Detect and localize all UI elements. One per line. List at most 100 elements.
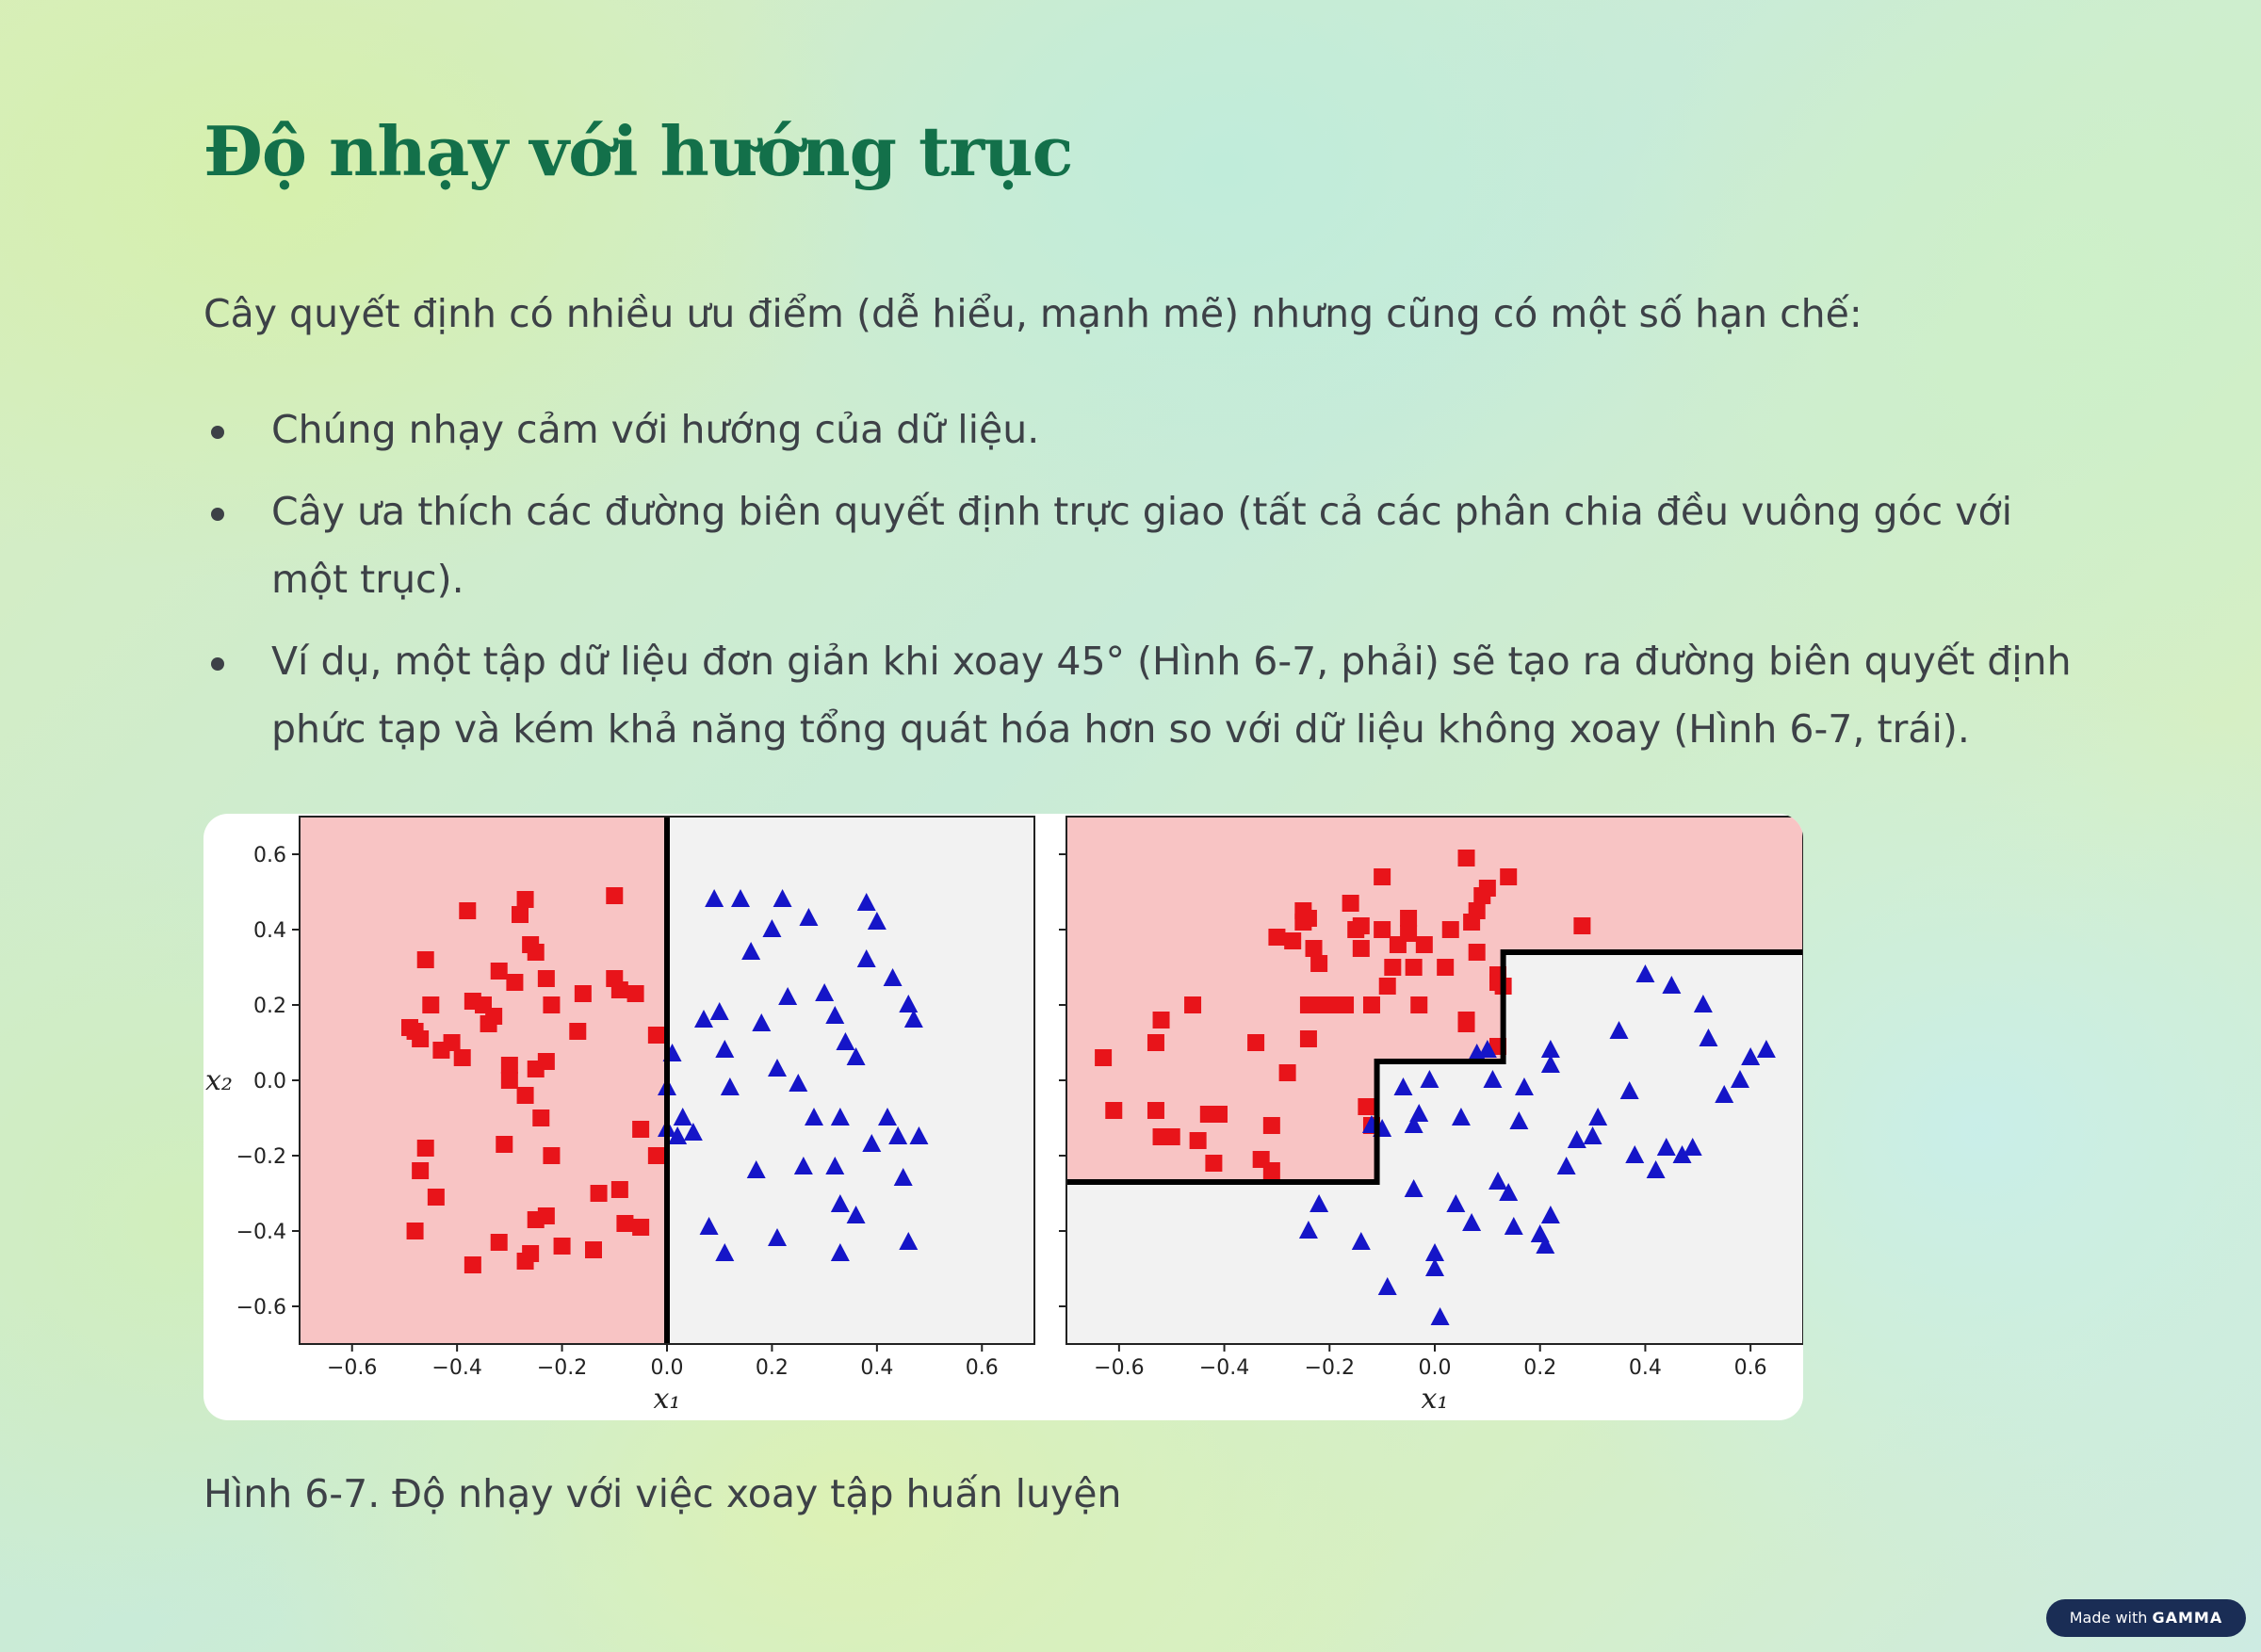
data-point-triangle — [1404, 1179, 1423, 1197]
data-point-triangle — [1377, 1277, 1397, 1295]
badge-prefix: Made with — [2069, 1609, 2148, 1627]
data-point-triangle — [1309, 1194, 1329, 1212]
data-point-triangle — [836, 1032, 855, 1050]
data-point-square — [1457, 850, 1475, 866]
data-point-triangle — [1504, 1217, 1523, 1235]
data-point-triangle — [1404, 1115, 1423, 1133]
data-point-triangle — [720, 1077, 740, 1095]
data-point-triangle — [856, 893, 876, 911]
data-point-square — [1500, 868, 1518, 885]
data-point-square — [590, 1185, 608, 1202]
data-point-square — [610, 1181, 628, 1198]
data-point-square — [1384, 959, 1402, 976]
data-point-triangle — [1646, 1160, 1666, 1178]
data-point-triangle — [1425, 1243, 1444, 1261]
made-with-gamma-badge[interactable]: Made with GAMMA — [2046, 1599, 2246, 1637]
data-point-square — [485, 1008, 503, 1025]
data-point-square — [464, 1256, 481, 1273]
data-point-triangle — [1420, 1070, 1440, 1088]
data-point-square — [532, 1109, 550, 1126]
data-point-triangle — [1556, 1157, 1576, 1174]
data-point-triangle — [778, 987, 798, 1005]
x-tick-label: 0.2 — [756, 1356, 789, 1380]
data-point-square — [1262, 1117, 1280, 1134]
data-point-square — [406, 1223, 424, 1239]
data-point-triangle — [709, 1002, 729, 1020]
data-point-triangle — [825, 1157, 845, 1174]
data-point-square — [1284, 932, 1302, 949]
data-point-square — [422, 996, 440, 1013]
data-point-triangle — [909, 1126, 929, 1144]
bullet-text: Ví dụ, một tập dữ liệu đơn giản khi xoay… — [271, 639, 2072, 752]
data-point-square — [1310, 955, 1328, 972]
data-point-square — [616, 1215, 634, 1232]
x-tick-label: −0.2 — [1305, 1356, 1355, 1380]
data-point-square — [1400, 910, 1418, 927]
decision-boundary-line — [1066, 949, 1803, 1185]
data-point-square — [647, 1147, 665, 1164]
y-tick-label: 0.0 — [253, 1070, 286, 1093]
data-point-triangle — [1425, 1258, 1444, 1276]
data-point-triangle — [1662, 976, 1682, 994]
data-point-square — [1358, 1098, 1375, 1115]
data-point-square — [1405, 959, 1423, 976]
data-point-square — [1457, 1015, 1475, 1032]
data-point-square — [1184, 996, 1202, 1013]
data-point-square — [1189, 1132, 1207, 1149]
data-point-triangle — [768, 1059, 787, 1077]
gamma-logo-text: GAMMA — [2152, 1609, 2223, 1627]
y-tick-label: −0.4 — [236, 1221, 286, 1244]
x-tick-label: 0.6 — [966, 1356, 999, 1380]
data-point-square — [1262, 1162, 1280, 1179]
data-point-triangle — [793, 1157, 813, 1174]
x-axis-label: x₁ — [654, 1383, 681, 1416]
x-tick-label: 0.0 — [1419, 1356, 1452, 1380]
data-point-square — [1299, 1030, 1317, 1047]
data-point-square — [537, 970, 555, 987]
data-point-square — [1468, 902, 1486, 919]
bullet-item: Chúng nhạy cảm với hướng của dữ liệu. — [203, 396, 2088, 463]
data-point-square — [412, 1162, 430, 1179]
data-point-triangle — [1683, 1138, 1702, 1156]
data-point-triangle — [773, 889, 792, 907]
data-point-triangle — [883, 968, 903, 986]
data-point-triangle — [893, 1168, 913, 1186]
data-point-square — [401, 1019, 418, 1036]
data-point-square — [1147, 1102, 1164, 1119]
data-point-square — [427, 1189, 445, 1206]
data-point-triangle — [1451, 1108, 1471, 1126]
data-point-square — [506, 974, 524, 991]
bullet-dot-icon — [211, 508, 224, 521]
data-point-triangle — [1625, 1145, 1645, 1163]
data-point-triangle — [846, 1206, 866, 1223]
data-point-square — [1268, 929, 1286, 946]
x-tick-label: 0.6 — [1734, 1356, 1767, 1380]
data-point-triangle — [1351, 1232, 1371, 1250]
slide-title: Độ nhạy với hướng trục — [203, 111, 1073, 191]
data-point-triangle — [862, 1134, 882, 1152]
x-tick-label: −0.2 — [537, 1356, 587, 1380]
data-point-triangle — [1536, 1236, 1555, 1254]
data-point-square — [610, 981, 628, 998]
data-point-square — [1321, 996, 1339, 1013]
data-point-triangle — [888, 1126, 908, 1144]
data-point-square — [1378, 978, 1396, 995]
data-point-square — [522, 1245, 540, 1262]
data-point-triangle — [805, 1108, 823, 1126]
data-point-square — [1205, 1155, 1223, 1172]
data-point-square — [443, 1034, 461, 1051]
data-point-triangle — [1514, 1077, 1534, 1095]
data-point-triangle — [1609, 1021, 1629, 1039]
data-point-square — [416, 951, 434, 968]
data-point-square — [512, 906, 529, 923]
data-point-triangle — [668, 1126, 688, 1144]
decision-region-red — [1066, 817, 1803, 1182]
data-point-triangle — [1430, 1307, 1450, 1325]
bullet-dot-icon — [211, 426, 224, 439]
data-point-triangle — [715, 1243, 735, 1261]
data-point-square — [459, 902, 477, 919]
data-point-triangle — [1483, 1070, 1503, 1088]
data-point-triangle — [731, 889, 750, 907]
data-point-square — [1573, 917, 1591, 934]
data-point-triangle — [899, 995, 919, 1012]
